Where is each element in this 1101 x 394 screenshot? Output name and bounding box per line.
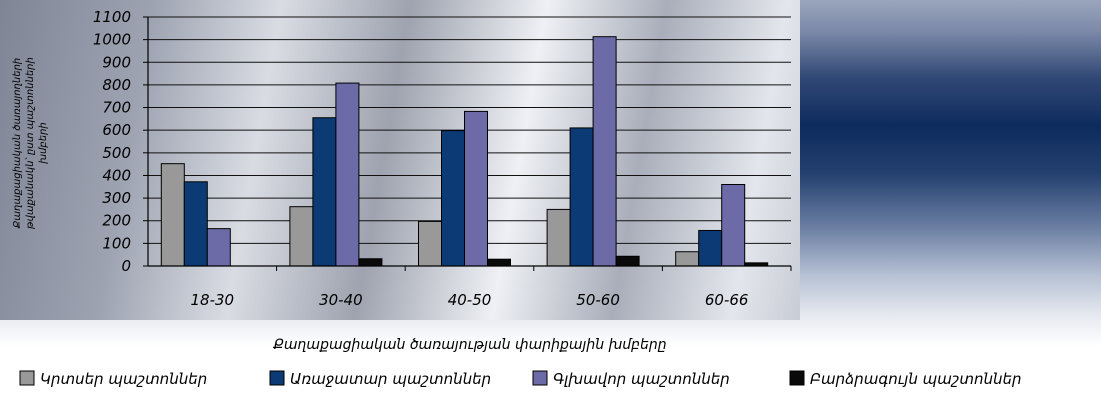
bar <box>358 258 383 267</box>
gridlines <box>148 16 791 244</box>
y-tick-label: 0 <box>121 257 131 275</box>
bar <box>441 130 465 267</box>
bar <box>592 36 617 267</box>
y-tick-label: 500 <box>102 144 131 162</box>
legend-label: Կրտսեր պաշտոններ <box>40 370 207 388</box>
bar <box>160 163 185 267</box>
x-category-label: 40-50 <box>448 291 492 309</box>
x-category-label: 18-30 <box>191 291 235 309</box>
axes <box>143 16 792 271</box>
y-tick-label: 900 <box>102 53 131 71</box>
bar <box>675 251 700 267</box>
bar <box>206 228 231 267</box>
y-tick-labels: 0 100 200 300 400 500 600 700 800 900 1000 1100 <box>93 8 131 275</box>
bar <box>615 255 640 267</box>
bar <box>183 181 208 267</box>
legend-swatch <box>532 370 548 386</box>
y-axis-title: Քաղաքացիական ծառայողների թվաքանակն՝ ըստ … <box>12 57 49 230</box>
bar <box>335 82 360 267</box>
legend-swatch <box>269 370 285 386</box>
bar <box>569 127 594 267</box>
bar <box>464 110 488 267</box>
y-tick-label: 400 <box>102 166 131 184</box>
bar <box>312 117 337 267</box>
x-axis-title: Քաղաքացիական ծառայության փարիքային խմբեր… <box>272 337 666 353</box>
bar <box>721 184 746 267</box>
x-category-label: 30-40 <box>319 291 363 309</box>
bar <box>698 229 723 267</box>
bar <box>418 220 442 267</box>
legend-label: Առաջատար պաշտոններ <box>290 370 491 388</box>
x-category-labels: 18-30 30-40 40-50 50-60 60-66 <box>191 291 749 309</box>
y-tick-label: 100 <box>102 234 131 252</box>
y-axis-title-line-3: խմբերի <box>38 122 49 165</box>
y-tick-label: 700 <box>102 99 131 117</box>
legend-label: Բարձրագույն պաշտոններ <box>810 370 1022 388</box>
bar <box>546 208 571 267</box>
y-tick-label: 200 <box>102 212 131 230</box>
bar <box>289 206 314 267</box>
x-category-label: 60-66 <box>705 291 749 309</box>
y-tick-label: 1100 <box>93 8 131 26</box>
y-tick-label: 300 <box>102 189 131 207</box>
legend: Կրտսեր պաշտոններ Առաջատար պաշտոններ Գլխավո… <box>19 370 1022 388</box>
y-tick-label: 800 <box>102 76 131 94</box>
chart-area-background <box>0 0 800 320</box>
y-tick-label: 1000 <box>93 31 131 49</box>
legend-swatch <box>789 370 805 386</box>
bar <box>487 258 511 267</box>
legend-label: Գլխավոր պաշտոններ <box>553 370 730 388</box>
x-category-label: 50-60 <box>576 291 620 309</box>
y-axis-title-line-1: Քաղաքացիական ծառայողների <box>12 58 23 230</box>
bars <box>160 36 769 267</box>
y-tick-label: 600 <box>102 121 131 139</box>
legend-swatch <box>19 370 35 386</box>
y-axis-title-line-2: թվաքանակն՝ ըստ պաշտոնների <box>24 57 36 230</box>
